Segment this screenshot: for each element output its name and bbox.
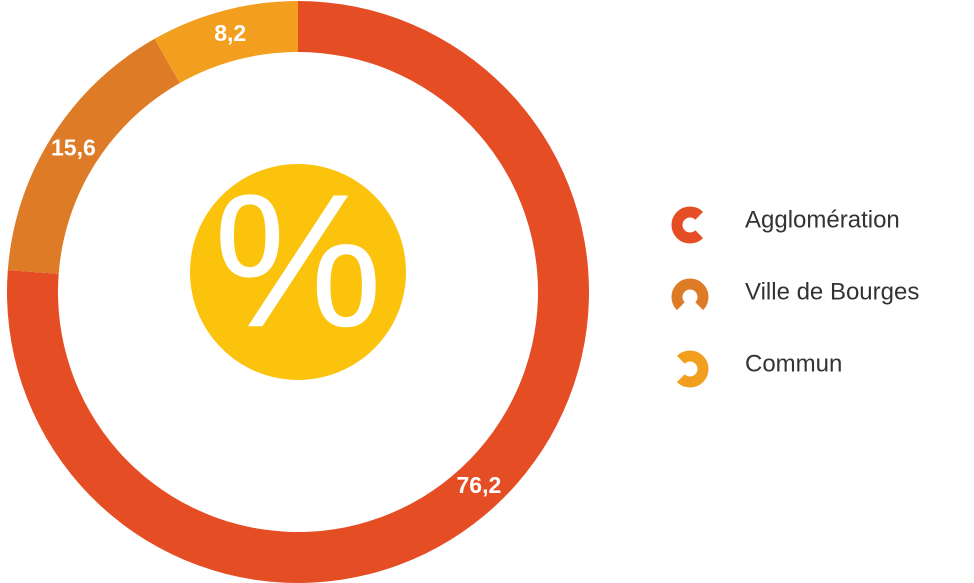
- center-circle: [190, 164, 406, 380]
- legend-label: Ville de Bourges: [745, 278, 919, 305]
- value-label: 15,6: [51, 135, 96, 161]
- legend-icon: [676, 350, 709, 388]
- center-label: %: [214, 155, 383, 367]
- donut-slice: [7, 38, 180, 274]
- legend-icon: [671, 278, 709, 311]
- value-label: 8,2: [214, 20, 246, 46]
- value-label: 76,2: [456, 472, 501, 498]
- donut-slice: [154, 1, 298, 84]
- legend-label: Commun: [745, 350, 842, 377]
- legend-icon: [671, 206, 704, 244]
- legend-label: Agglomération: [745, 206, 900, 233]
